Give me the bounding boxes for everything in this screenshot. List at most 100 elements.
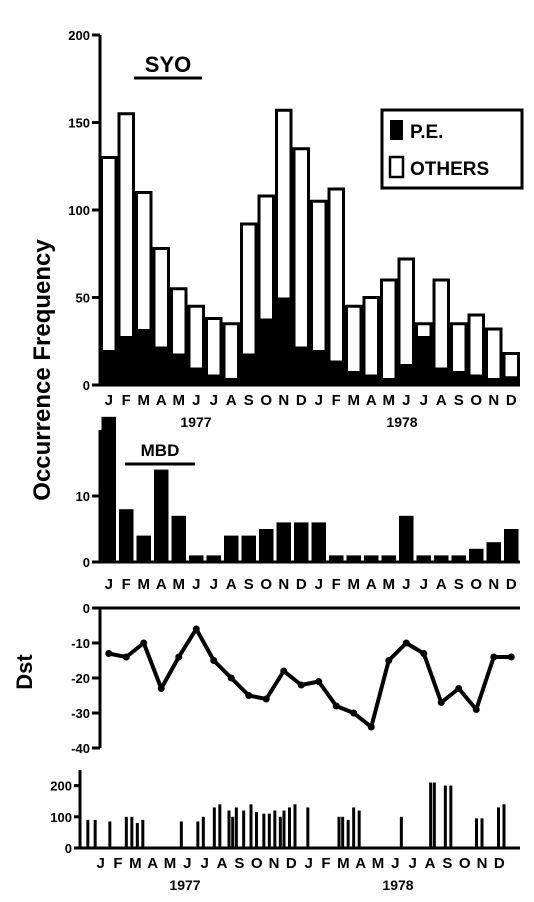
dst-point-9 [262, 695, 270, 703]
mbd-bar-4 [171, 515, 186, 562]
syo-title: SYO [145, 52, 191, 77]
mbd-xtick-label-8: S [244, 576, 254, 593]
syo-xtick-label-16: M [383, 392, 396, 409]
syo-xtick-label-6: J [210, 392, 218, 409]
syo-xtick-label-1: F [122, 392, 131, 409]
mbd-xtick-label-23: D [506, 576, 517, 593]
mbd-bar-5 [189, 555, 204, 562]
syo-bar-others-15 [362, 296, 380, 387]
legend-swatch-pe [390, 120, 403, 140]
mbd-xtick-label-11: D [296, 576, 307, 593]
bottom-xtick-label-14: M [337, 855, 350, 872]
bottom-xtick-label-9: O [251, 855, 263, 872]
mbd-ytick-label-0: 0 [83, 555, 90, 570]
syo-bar-pe-10 [276, 297, 291, 385]
syo-bar-pe-3 [154, 346, 169, 385]
bottom-xtick-label-4: M [164, 855, 177, 872]
mbd-bar-15 [364, 555, 379, 562]
mbd-ytick-label-1: 10 [76, 489, 90, 504]
bottom-xtick-label-10: N [269, 855, 280, 872]
bottom-xtick-label-8: S [234, 855, 244, 872]
mbd-xtick-label-18: J [420, 576, 428, 593]
syo-bar-pe-6 [206, 374, 221, 385]
dst-point-1 [122, 653, 130, 661]
mbd-bar-12 [311, 522, 326, 562]
bottom-xtick-label-5: J [183, 855, 191, 872]
mbd-bar-23 [504, 529, 519, 562]
syo-bar-pe-21 [469, 374, 484, 385]
syo-bar-pe-8 [241, 353, 256, 385]
syo-bar-pe-14 [346, 371, 361, 385]
syo-bar-pe-20 [451, 371, 466, 385]
mbd-xtick-label-16: M [383, 576, 396, 593]
syo-bar-pe-9 [259, 318, 274, 385]
dst-point-21 [472, 706, 480, 713]
syo-bar-pe-2 [136, 329, 151, 385]
syo-xtick-label-17: J [402, 392, 410, 409]
dst-point-14 [350, 709, 358, 717]
bottom-bars [86, 782, 506, 848]
mbd-bars [101, 416, 519, 562]
dst-line [105, 625, 515, 731]
bottom-xtick-label-15: A [355, 855, 366, 872]
mbd-xtick-label-1: F [122, 576, 131, 593]
mbd-bar-8 [241, 535, 256, 562]
syo-bar-pe-22 [486, 378, 501, 385]
syo-bar-pe-23 [504, 376, 519, 385]
dst-point-17 [402, 639, 410, 647]
syo-xtick-label-22: N [488, 392, 499, 409]
dst-point-11 [297, 681, 305, 689]
dst-point-6 [210, 657, 218, 664]
syo-xtick-label-20: S [454, 392, 464, 409]
syo-bar-pe-12 [311, 350, 326, 385]
syo-legend: P.E. OTHERS [380, 108, 524, 190]
dst-point-15 [367, 723, 375, 731]
syo-xtick-label-23: D [506, 392, 517, 409]
syo-bar-pe-0 [101, 350, 116, 385]
mbd-xtick-label-13: F [332, 576, 341, 593]
dst-point-23 [507, 653, 515, 661]
dst-ytick-label-2: -20 [71, 671, 90, 686]
syo-xtick-label-11: D [296, 392, 307, 409]
syo-xtick-label-14: M [348, 392, 361, 409]
bottom-xtick-label-18: J [408, 855, 416, 872]
mbd-bar-1 [119, 509, 134, 562]
syo-xtick-label-4: M [173, 392, 186, 409]
mbd-xtick-label-21: O [470, 576, 482, 593]
bottom-xtick-label-0: J [96, 855, 104, 872]
mbd-bar-18 [416, 555, 431, 562]
syo-bar-others-16 [380, 278, 398, 387]
mbd-bar-10 [276, 522, 291, 562]
mbd-bar-9 [259, 529, 274, 562]
mbd-bar-16 [381, 555, 396, 562]
syo-bar-pe-17 [399, 364, 414, 385]
mbd-xtick-label-20: S [454, 576, 464, 593]
y-axis-label-occurrence: Occurrence Frequency [29, 239, 56, 501]
dst-point-13 [332, 702, 340, 710]
mbd-bar-22 [486, 542, 501, 562]
syo-xtick-label-13: F [332, 392, 341, 409]
bottom-xtick-label-1: F [113, 855, 122, 872]
dst-ytick-label-3: -30 [71, 706, 90, 721]
syo-xtick-label-7: A [226, 392, 237, 409]
dst-point-19 [437, 699, 445, 706]
dst-panel: 0 -10 -20 -30 -40 Dst [12, 601, 520, 756]
mbd-xtick-label-4: M [173, 576, 186, 593]
mbd-bar-21 [469, 548, 484, 562]
mbd-bar-3 [154, 469, 169, 562]
syo-bar-others-22 [485, 327, 503, 387]
syo-bar-pe-5 [189, 367, 204, 385]
dst-point-8 [245, 692, 253, 699]
mbd-xtick-label-5: J [192, 576, 200, 593]
syo-ytick-label-1: 50 [76, 291, 90, 306]
mbd-xtick-label-9: O [260, 576, 272, 593]
syo-xtick-label-10: N [278, 392, 289, 409]
syo-xtick-label-3: A [156, 392, 167, 409]
dst-point-12 [315, 678, 323, 685]
